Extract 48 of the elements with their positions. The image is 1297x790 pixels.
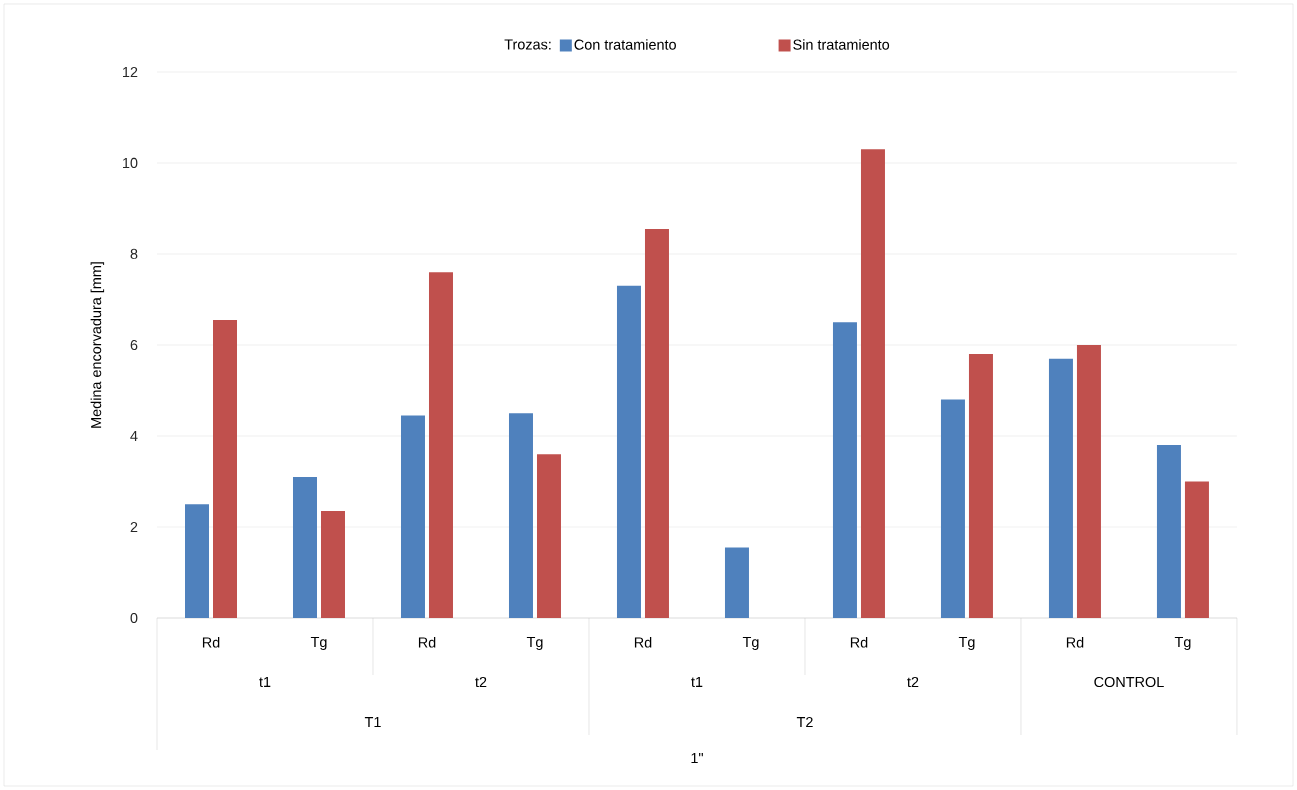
x-tick-label: Tg [310, 637, 327, 650]
x-tick-label: Tg [1174, 637, 1191, 650]
x-tick-label: Rd [418, 637, 436, 648]
bar [724, 547, 749, 618]
text: 1" [691, 753, 703, 763]
x-tick-label: Rd [850, 637, 868, 648]
bar [968, 354, 993, 618]
x-tick-label: Tg [742, 637, 759, 650]
y-tick-label: 8 [130, 248, 138, 260]
bar [320, 511, 345, 618]
text: t1 [691, 676, 703, 688]
y-axis-title: Medina encorvadura [mm] [90, 262, 105, 428]
bar [1076, 345, 1101, 618]
legend-label: Sin tratamiento [793, 39, 890, 50]
legend-title: Trozas: [504, 39, 551, 50]
bar [1156, 445, 1181, 618]
x-tick-label: Tg [526, 637, 543, 650]
bar [428, 272, 453, 618]
text: T2 [796, 716, 813, 728]
y-tick-label: 4 [130, 431, 138, 441]
y-tick-label: 0 [130, 612, 138, 624]
x-tick-label: Rd [1066, 637, 1084, 648]
bar [1184, 481, 1209, 618]
y-tick-label: 10 [123, 157, 138, 169]
text: CONTROL [1094, 676, 1164, 688]
bar [860, 149, 885, 618]
bar [644, 228, 669, 618]
y-tick-label: 12 [123, 66, 138, 78]
bar [832, 322, 857, 618]
text: t1 [259, 676, 271, 688]
text: t2 [475, 676, 487, 688]
bar [536, 454, 561, 618]
x-tick-label: Rd [202, 637, 220, 648]
bar [400, 415, 425, 618]
y-tick-label: 2 [130, 521, 138, 533]
bar [1048, 358, 1073, 618]
y-tick-label: 6 [130, 339, 138, 351]
text: T1 [364, 717, 381, 727]
text: t2 [907, 676, 919, 688]
bar [940, 399, 965, 618]
x-tick-label: Tg [958, 637, 975, 650]
legend-label: Con tratamiento [574, 39, 676, 50]
bar [213, 319, 237, 618]
bar [292, 476, 317, 618]
bar [185, 504, 209, 618]
bar [616, 285, 641, 618]
x-tick-label: Rd [634, 637, 652, 648]
bar [508, 413, 533, 618]
